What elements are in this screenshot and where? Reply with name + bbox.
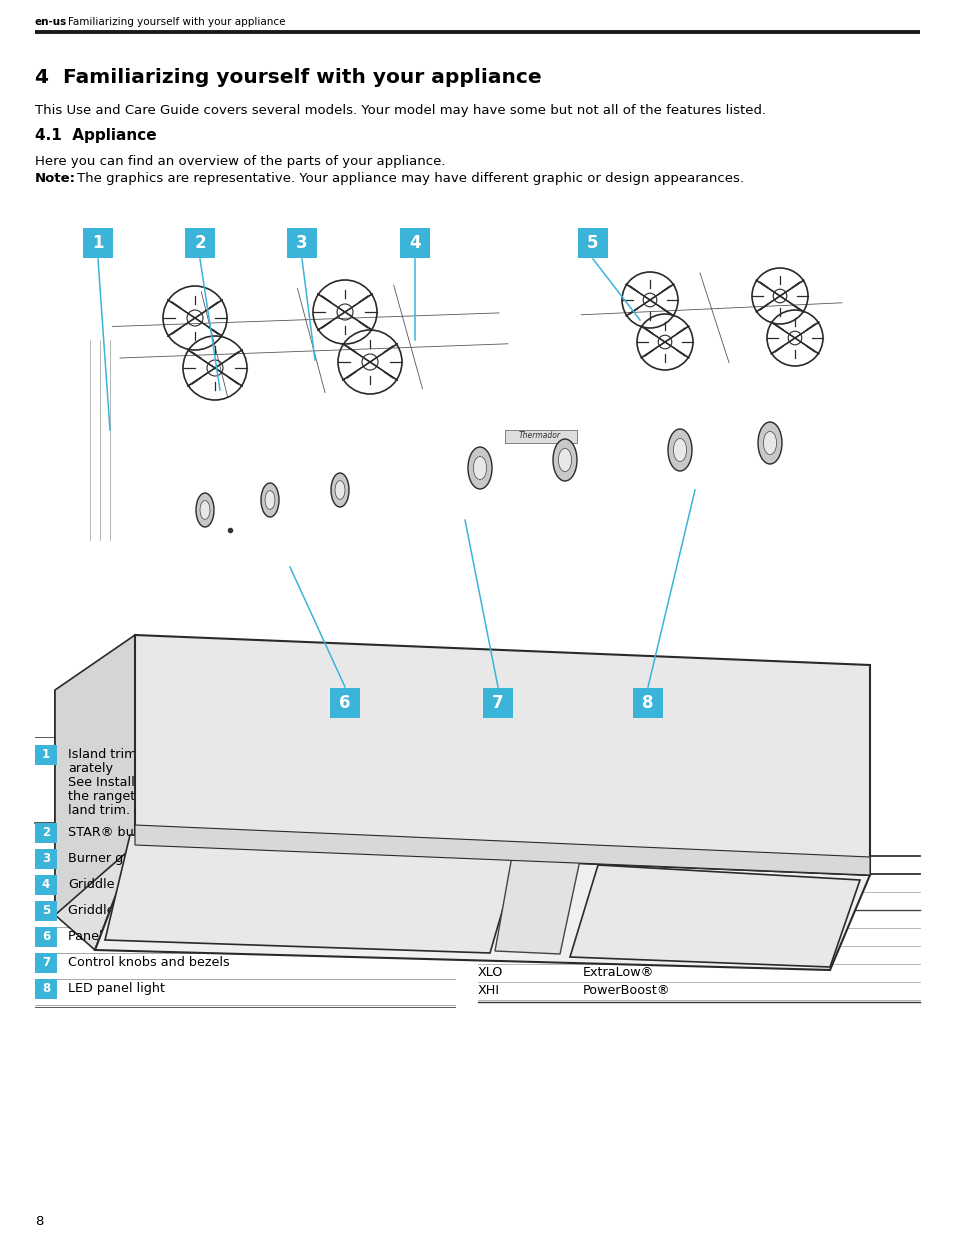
- Text: Depending on model and functions, the control knobs may: Depending on model and functions, the co…: [477, 820, 854, 832]
- Text: land trim.: land trim.: [68, 804, 130, 818]
- Text: 6: 6: [42, 930, 51, 944]
- Polygon shape: [95, 845, 869, 969]
- FancyBboxPatch shape: [35, 979, 57, 999]
- Polygon shape: [135, 635, 869, 876]
- FancyBboxPatch shape: [35, 848, 57, 869]
- Text: 7: 7: [492, 694, 503, 713]
- Text: 6: 6: [339, 694, 351, 713]
- FancyBboxPatch shape: [482, 688, 513, 718]
- Text: The icon next to each control knob shows the layout of the: The icon next to each control knob shows…: [477, 778, 854, 790]
- Text: Lowest standard heat setting: Lowest standard heat setting: [582, 948, 769, 961]
- Text: Panel light switch: Panel light switch: [68, 930, 180, 944]
- Text: 4: 4: [409, 233, 420, 252]
- Text: 4.2  Control knobs: 4.2 Control knobs: [477, 750, 649, 768]
- Text: 5: 5: [587, 233, 598, 252]
- Text: XHI: XHI: [477, 984, 499, 997]
- Polygon shape: [135, 825, 869, 876]
- Ellipse shape: [762, 431, 776, 454]
- FancyBboxPatch shape: [185, 228, 214, 258]
- Text: Thermador: Thermador: [518, 431, 560, 440]
- Text: Burners: Burners: [477, 894, 535, 906]
- Text: The graphics are representative. Your appliance may have different graphic or de: The graphics are representative. Your ap…: [77, 172, 743, 185]
- Text: 2: 2: [42, 826, 50, 840]
- FancyBboxPatch shape: [633, 688, 662, 718]
- Text: HI: HI: [477, 930, 491, 944]
- Text: 4.1  Appliance: 4.1 Appliance: [35, 128, 156, 143]
- Ellipse shape: [200, 500, 210, 520]
- Ellipse shape: [335, 480, 345, 499]
- Text: LO: LO: [477, 948, 494, 961]
- FancyBboxPatch shape: [578, 228, 607, 258]
- Text: Griddle tray: Griddle tray: [68, 904, 144, 918]
- Text: PowerBoost®: PowerBoost®: [582, 984, 670, 997]
- FancyBboxPatch shape: [35, 927, 57, 947]
- Text: 5: 5: [42, 904, 51, 918]
- Ellipse shape: [667, 429, 691, 471]
- Text: the rangetop when using the rangetop with the is-: the rangetop when using the rangetop wit…: [68, 790, 391, 803]
- Text: Island trim included or low backguard ordered sep-: Island trim included or low backguard or…: [68, 748, 395, 761]
- FancyBboxPatch shape: [35, 953, 57, 973]
- Ellipse shape: [553, 438, 577, 480]
- Text: rangetop. The black section shows which burner the con-: rangetop. The black section shows which …: [477, 792, 843, 805]
- Ellipse shape: [758, 422, 781, 464]
- Polygon shape: [105, 835, 519, 953]
- Text: Ignition: Ignition: [582, 911, 631, 925]
- Text: Griddle: Griddle: [68, 878, 114, 890]
- FancyBboxPatch shape: [399, 228, 430, 258]
- Text: Here you can find an overview of the parts of your appliance.: Here you can find an overview of the par…: [35, 156, 445, 168]
- Polygon shape: [569, 864, 859, 967]
- Bar: [504, 430, 577, 443]
- Text: 3: 3: [42, 852, 50, 866]
- Ellipse shape: [673, 438, 686, 462]
- Text: 1: 1: [42, 748, 50, 762]
- Text: 2: 2: [194, 233, 206, 252]
- Polygon shape: [55, 635, 135, 915]
- Text: 8: 8: [641, 694, 653, 713]
- Text: 8: 8: [35, 1215, 43, 1228]
- Text: 4  Familiarizing yourself with your appliance: 4 Familiarizing yourself with your appli…: [35, 68, 541, 86]
- Text: LED panel light: LED panel light: [68, 982, 165, 995]
- Text: ⚡: ⚡: [477, 911, 486, 925]
- Text: See Installation Guide concerning spacing behind: See Installation Guide concerning spacin…: [68, 776, 385, 789]
- FancyBboxPatch shape: [35, 823, 57, 844]
- Ellipse shape: [331, 473, 349, 508]
- Text: Control knobs and bezels: Control knobs and bezels: [68, 956, 230, 969]
- Text: OFF: OFF: [477, 876, 502, 889]
- Text: 1: 1: [92, 233, 104, 252]
- FancyBboxPatch shape: [330, 688, 359, 718]
- FancyBboxPatch shape: [35, 745, 57, 764]
- Text: arately: arately: [68, 762, 112, 776]
- Text: Burner or cooking zone turned off: Burner or cooking zone turned off: [582, 876, 798, 889]
- Text: STAR® burners: STAR® burners: [68, 826, 167, 839]
- Ellipse shape: [558, 448, 571, 472]
- Text: Position: Position: [477, 858, 538, 871]
- Polygon shape: [495, 856, 579, 953]
- Text: Note:: Note:: [35, 172, 76, 185]
- Text: This Use and Care Guide covers several models. Your model may have some but not : This Use and Care Guide covers several m…: [35, 104, 765, 117]
- Text: have the following markings:: have the following markings:: [477, 834, 663, 847]
- Text: trol knob is designated to.: trol knob is designated to.: [477, 806, 645, 819]
- Text: en-us: en-us: [35, 17, 67, 27]
- Text: Burner grates: Burner grates: [68, 852, 156, 864]
- Text: 7: 7: [42, 956, 50, 969]
- Ellipse shape: [473, 457, 486, 479]
- Polygon shape: [55, 690, 135, 950]
- Text: 4: 4: [42, 878, 51, 892]
- Text: 3: 3: [295, 233, 308, 252]
- FancyBboxPatch shape: [83, 228, 112, 258]
- Text: Setting: Setting: [582, 858, 637, 871]
- FancyBboxPatch shape: [287, 228, 316, 258]
- Text: Highest standard heat setting: Highest standard heat setting: [582, 930, 774, 944]
- Text: ExtraLow®: ExtraLow®: [582, 966, 654, 979]
- Ellipse shape: [261, 483, 278, 517]
- FancyBboxPatch shape: [35, 876, 57, 895]
- Ellipse shape: [195, 493, 213, 527]
- FancyBboxPatch shape: [35, 902, 57, 921]
- Text: XLO: XLO: [477, 966, 503, 979]
- Ellipse shape: [468, 447, 492, 489]
- Text: Familiarizing yourself with your appliance: Familiarizing yourself with your applian…: [68, 17, 285, 27]
- Ellipse shape: [265, 490, 274, 509]
- Text: 8: 8: [42, 983, 51, 995]
